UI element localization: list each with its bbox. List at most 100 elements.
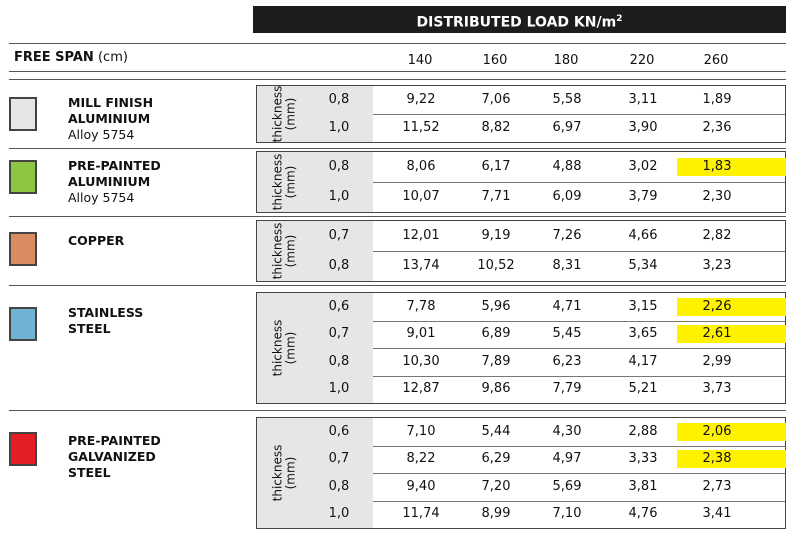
load-value: 3,81 bbox=[628, 478, 658, 494]
load-value: 3,79 bbox=[628, 189, 658, 204]
material-name: COPPER bbox=[68, 233, 124, 249]
material-name-line: GALVANIZED bbox=[68, 449, 156, 464]
row-separator bbox=[373, 473, 785, 474]
load-value: 3,02 bbox=[628, 159, 658, 174]
load-value: 7,78 bbox=[406, 298, 436, 314]
load-value: 2,26 bbox=[702, 298, 732, 314]
load-value: 7,10 bbox=[552, 506, 582, 522]
highlight-marker bbox=[677, 325, 786, 344]
table-row: 1,0 11,52 8,82 6,97 3,90 2,36 bbox=[257, 116, 785, 140]
load-value: 6,29 bbox=[481, 451, 511, 467]
thickness-value: 0,6 bbox=[328, 423, 350, 439]
load-value: 7,06 bbox=[481, 92, 511, 107]
load-value: 3,73 bbox=[702, 381, 732, 397]
load-value: 10,52 bbox=[477, 258, 515, 273]
load-value: 10,30 bbox=[402, 353, 440, 369]
load-value: 11,52 bbox=[402, 120, 440, 135]
load-value: 5,69 bbox=[552, 478, 582, 494]
load-value: 4,97 bbox=[552, 451, 582, 467]
highlight-marker bbox=[677, 450, 786, 469]
table-row: 0,8 9,22 7,06 5,58 3,11 1,89 bbox=[257, 88, 785, 112]
load-value: 3,23 bbox=[702, 258, 732, 273]
thickness-cell: thickness (mm) bbox=[257, 152, 373, 212]
table-row: 0,8 8,06 6,17 4,88 3,02 1,83 bbox=[257, 155, 786, 179]
material-name-line: STEEL bbox=[68, 321, 111, 336]
group-divider bbox=[9, 410, 786, 411]
table-row: 0,8 9,40 7,20 5,69 3,81 2,73 bbox=[257, 475, 785, 499]
load-value: 6,97 bbox=[552, 120, 582, 135]
load-value: 5,34 bbox=[628, 258, 658, 273]
load-value: 7,71 bbox=[481, 189, 511, 204]
load-value: 3,65 bbox=[628, 326, 658, 342]
material-swatch bbox=[9, 97, 37, 131]
thickness-value: 0,8 bbox=[328, 159, 350, 174]
column-header-260: 260 bbox=[703, 53, 729, 68]
load-value: 5,45 bbox=[552, 326, 582, 342]
thickness-value: 0,7 bbox=[328, 326, 350, 342]
table-row: 0,8 13,74 10,52 8,31 5,34 3,23 bbox=[257, 254, 785, 278]
load-value: 3,41 bbox=[702, 506, 732, 522]
load-value: 4,71 bbox=[552, 298, 582, 314]
thickness-value: 0,7 bbox=[328, 228, 350, 243]
thickness-value: 0,6 bbox=[328, 298, 350, 314]
highlight-marker bbox=[677, 297, 786, 316]
load-value: 4,30 bbox=[552, 423, 582, 439]
free-span-text: FREE SPAN bbox=[14, 50, 94, 65]
material-swatch bbox=[9, 232, 37, 266]
material-name: PRE-PAINTED GALVANIZED STEEL bbox=[68, 433, 161, 481]
material-value-box: thickness (mm) 0,8 8,06 6,17 4,88 3,02 1,83 1,0 1… bbox=[256, 151, 786, 213]
table-row: 0,7 8,22 6,29 4,97 3,33 2,38 bbox=[257, 447, 786, 471]
load-value: 8,06 bbox=[406, 159, 436, 174]
load-value: 10,07 bbox=[402, 189, 440, 204]
thickness-value: 0,7 bbox=[328, 451, 350, 467]
load-value: 5,44 bbox=[481, 423, 511, 439]
thickness-cell: thickness (mm) bbox=[257, 86, 373, 142]
header-title: DISTRIBUTED LOAD KN/m bbox=[416, 14, 617, 31]
load-value: 4,66 bbox=[628, 228, 658, 243]
load-value: 9,86 bbox=[481, 381, 511, 397]
thickness-cell: thickness (mm) bbox=[257, 293, 373, 403]
load-value: 2,38 bbox=[702, 451, 732, 467]
distributed-load-header: DISTRIBUTED LOAD KN/m2 bbox=[253, 6, 786, 33]
group-divider bbox=[9, 148, 786, 149]
row-separator bbox=[373, 114, 785, 115]
load-value: 6,89 bbox=[481, 326, 511, 342]
load-value: 8,22 bbox=[406, 451, 436, 467]
highlight-marker bbox=[677, 422, 786, 441]
material-value-box: thickness (mm) 0,6 7,10 5,44 4,30 2,88 2,06 0,7 8… bbox=[256, 417, 786, 529]
load-value: 5,58 bbox=[552, 92, 582, 107]
row-separator bbox=[373, 348, 785, 349]
material-name-line: STAINLESS bbox=[68, 305, 144, 320]
material-name-line: MILL FINISH bbox=[68, 95, 154, 110]
row-separator bbox=[373, 320, 785, 322]
load-value: 3,33 bbox=[628, 451, 658, 467]
material-value-box: thickness (mm) 0,6 7,78 5,96 4,71 3,15 2,26 0,7 9… bbox=[256, 292, 786, 404]
thickness-cell: thickness (mm) bbox=[257, 418, 373, 528]
table-row: 0,8 10,30 7,89 6,23 4,17 2,99 bbox=[257, 350, 785, 374]
table-row: 0,6 7,78 5,96 4,71 3,15 2,26 bbox=[257, 295, 786, 319]
free-span-unit: (cm) bbox=[97, 50, 128, 65]
material-swatch bbox=[9, 307, 37, 341]
load-value: 4,76 bbox=[628, 506, 658, 522]
load-value: 5,21 bbox=[628, 381, 658, 397]
load-value: 7,10 bbox=[406, 423, 436, 439]
load-value: 13,74 bbox=[402, 258, 440, 273]
load-value: 7,79 bbox=[552, 381, 582, 397]
load-value: 4,17 bbox=[628, 353, 658, 369]
top-divider bbox=[9, 43, 786, 44]
thickness-value: 0,8 bbox=[328, 353, 350, 369]
thickness-value: 1,0 bbox=[328, 189, 350, 204]
load-value: 1,83 bbox=[702, 159, 732, 174]
load-value: 4,88 bbox=[552, 159, 582, 174]
table-row: 1,0 11,74 8,99 7,10 4,76 3,41 bbox=[257, 502, 785, 526]
load-value: 9,40 bbox=[406, 478, 436, 494]
load-value: 6,23 bbox=[552, 353, 582, 369]
load-value: 5,96 bbox=[481, 298, 511, 314]
header-unit-sup: 2 bbox=[616, 14, 623, 24]
load-value: 12,01 bbox=[402, 228, 440, 243]
row-separator bbox=[373, 500, 785, 502]
material-alloy: Alloy 5754 bbox=[68, 127, 135, 142]
material-name-line: ALUMINIUM bbox=[68, 111, 151, 126]
load-value: 12,87 bbox=[402, 381, 440, 397]
load-value: 2,61 bbox=[702, 326, 732, 342]
